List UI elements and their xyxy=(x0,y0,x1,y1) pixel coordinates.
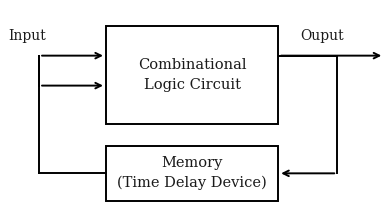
Text: Input: Input xyxy=(8,29,45,43)
Text: Combinational
Logic Circuit: Combinational Logic Circuit xyxy=(138,58,246,92)
Text: Memory
(Time Delay Device): Memory (Time Delay Device) xyxy=(117,156,267,190)
Bar xyxy=(106,26,278,124)
Bar xyxy=(106,146,278,201)
Text: Ouput: Ouput xyxy=(300,29,343,43)
